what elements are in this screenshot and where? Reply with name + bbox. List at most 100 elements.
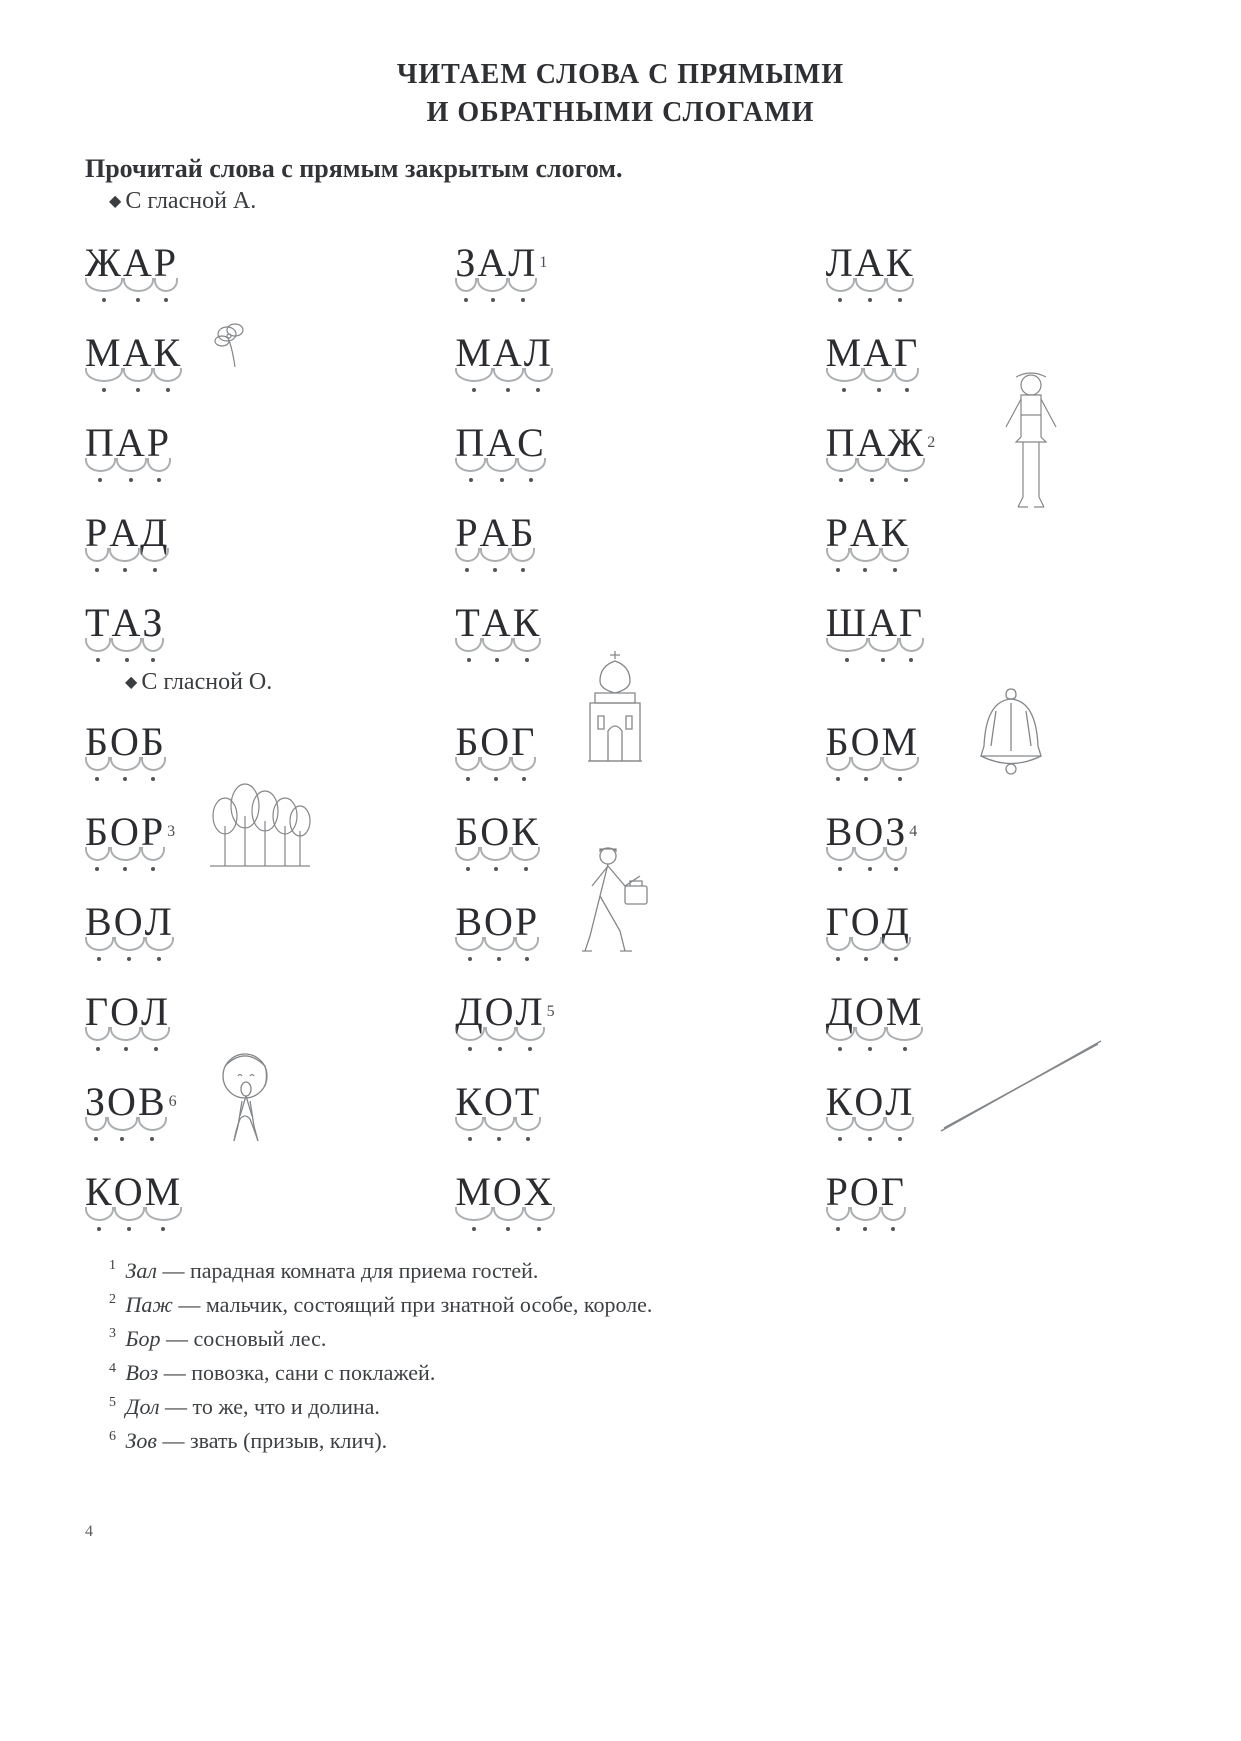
word-grid-a: ЖАР ЗАЛ1 ЛАК МАК МАЛ МАГ ПАР ПАС ПАЖ2 РАД РАБ РАК ТА…: [85, 227, 1156, 659]
syllable-word: ШАГ: [826, 599, 924, 646]
footnote-ref: 1: [539, 254, 547, 272]
syllable-word: БОК: [455, 808, 540, 855]
syllable-word: ВОЗ: [826, 808, 908, 855]
word-cell: РАК: [826, 497, 1156, 569]
footnote-ref: 4: [909, 823, 917, 841]
section-a-label: С гласной А.: [109, 188, 1156, 215]
footnote-definition: повозка, сани с поклажей.: [191, 1360, 435, 1385]
footnote-line: 5 Дол — то же, что и долина.: [109, 1390, 1156, 1424]
syllable-word: ПАР: [85, 419, 171, 466]
footnote-line: 4 Воз — повозка, сани с поклажей.: [109, 1356, 1156, 1390]
footnote-number: 3: [109, 1326, 116, 1341]
title-line-1: ЧИТАЕМ СЛОВА С ПРЯМЫМИ: [397, 59, 844, 90]
syllable-word: КОЛ: [826, 1078, 915, 1125]
footnote-line: 3 Бор — сосновый лес.: [109, 1322, 1156, 1356]
syllable-word: МАГ: [826, 329, 920, 376]
word-cell: БОБ: [85, 706, 415, 778]
syllable-word: ГОЛ: [85, 988, 170, 1035]
word-cell: КОТ: [455, 1066, 785, 1138]
word-cell: ТАЗ: [85, 587, 415, 659]
word-cell: ВОЗ4: [826, 796, 1156, 868]
footnote-line: 2 Паж — мальчик, состоящий при знатной о…: [109, 1288, 1156, 1322]
word-cell: БОР3: [85, 796, 415, 868]
word-cell: ЛАК: [826, 227, 1156, 299]
footnote-term: Дол: [126, 1394, 160, 1419]
syllable-word: МОХ: [455, 1168, 554, 1215]
syllable-word: БОР: [85, 808, 165, 855]
bell-icon: [966, 681, 1056, 781]
syllable-word: МАК: [85, 329, 182, 376]
calling-boy-icon: [200, 1041, 300, 1151]
footnotes-block: 1 Зал — парадная комната для приема гост…: [85, 1254, 1156, 1459]
footnote-number: 1: [109, 1258, 116, 1273]
footnote-term: Бор: [126, 1326, 161, 1351]
syllable-word: ВОР: [455, 898, 539, 945]
footnote-number: 2: [109, 1292, 116, 1307]
footnote-ref: 3: [167, 823, 175, 841]
word-cell: БОГ: [455, 706, 785, 778]
footnote-definition: звать (призыв, клич).: [190, 1428, 387, 1453]
syllable-word: МАЛ: [455, 329, 553, 376]
word-cell: МАЛ: [455, 317, 785, 389]
word-cell: ПАС: [455, 407, 785, 479]
word-cell: ПАР: [85, 407, 415, 479]
word-cell: МОХ: [455, 1156, 785, 1228]
syllable-word: РОГ: [826, 1168, 906, 1215]
thief-icon: [570, 841, 660, 961]
syllable-word: КОТ: [455, 1078, 541, 1125]
syllable-word: ДОЛ: [455, 988, 544, 1035]
forest-icon: [205, 771, 315, 881]
word-cell: РАБ: [455, 497, 785, 569]
word-cell: ШАГ: [826, 587, 1156, 659]
footnote-term: Паж: [126, 1292, 173, 1317]
page-title: ЧИТАЕМ СЛОВА С ПРЯМЫМИ И ОБРАТНЫМИ СЛОГА…: [85, 56, 1156, 132]
page-boy-icon: [996, 367, 1066, 517]
footnote-ref: 2: [927, 434, 935, 452]
word-cell: ТАК: [455, 587, 785, 659]
footnote-term: Зал: [126, 1258, 158, 1283]
footnote-number: 4: [109, 1361, 116, 1376]
worksheet-page: ЧИТАЕМ СЛОВА С ПРЯМЫМИ И ОБРАТНЫМИ СЛОГА…: [0, 0, 1241, 1741]
word-cell: ВОЛ: [85, 886, 415, 958]
syllable-word: ТАЗ: [85, 599, 164, 646]
church-icon: [570, 651, 660, 771]
word-cell: ПАЖ2: [826, 407, 1156, 479]
poppy-icon: [205, 312, 265, 372]
word-cell: РАД: [85, 497, 415, 569]
syllable-word: ТАК: [455, 599, 541, 646]
syllable-word: БОМ: [826, 718, 919, 765]
word-cell: ЖАР: [85, 227, 415, 299]
footnote-definition: сосновый лес.: [193, 1326, 326, 1351]
footnote-number: 6: [109, 1429, 116, 1444]
footnote-term: Зов: [126, 1428, 157, 1453]
syllable-word: ВОЛ: [85, 898, 174, 945]
syllable-word: ЗАЛ: [455, 239, 537, 286]
footnote-definition: мальчик, состоящий при знатной особе, ко…: [206, 1292, 653, 1317]
syllable-word: КОМ: [85, 1168, 182, 1215]
word-cell: МАК: [85, 317, 415, 389]
syllable-word: ДОМ: [826, 988, 924, 1035]
footnote-ref: 6: [169, 1093, 177, 1111]
footnote-ref: 5: [547, 1003, 555, 1021]
word-cell: КОМ: [85, 1156, 415, 1228]
syllable-word: БОГ: [455, 718, 536, 765]
syllable-word: РАБ: [455, 509, 535, 556]
footnote-number: 5: [109, 1395, 116, 1410]
word-cell: ВОР: [455, 886, 785, 958]
instruction-line: Прочитай слова с прямым закрытым слогом.: [85, 154, 1156, 184]
syllable-word: ЛАК: [826, 239, 915, 286]
stick-icon: [936, 1036, 1106, 1136]
word-grid-o: БОБ БОГ БОМ БОР3 БОК ВОЗ4 ВОЛ ВОР ГОД ГОЛ ДОЛ5 ДОМ З…: [85, 706, 1156, 1228]
syllable-word: РАД: [85, 509, 169, 556]
syllable-word: ГОД: [826, 898, 911, 945]
word-cell: РОГ: [826, 1156, 1156, 1228]
page-number: 4: [85, 1523, 93, 1541]
footnote-line: 1 Зал — парадная комната для приема гост…: [109, 1254, 1156, 1288]
syllable-word: РАК: [826, 509, 910, 556]
syllable-word: ПАС: [455, 419, 545, 466]
footnote-line: 6 Зов — звать (призыв, клич).: [109, 1424, 1156, 1458]
syllable-word: ЗОВ: [85, 1078, 167, 1125]
word-cell: ЗОВ6: [85, 1066, 415, 1138]
syllable-word: БОБ: [85, 718, 166, 765]
footnote-definition: парадная комната для приема гостей.: [190, 1258, 538, 1283]
